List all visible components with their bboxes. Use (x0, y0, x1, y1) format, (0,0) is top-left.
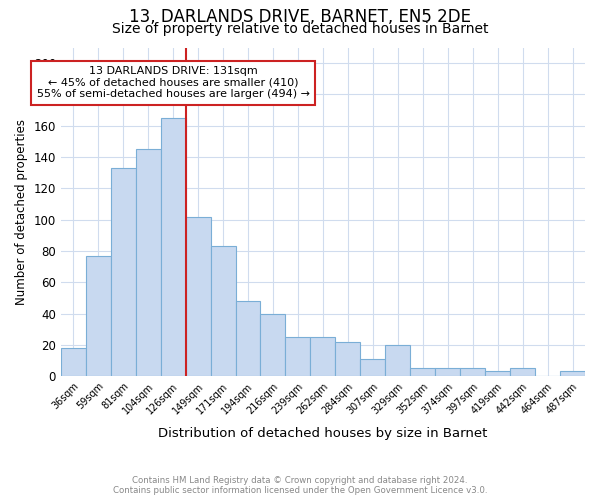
Text: 13, DARLANDS DRIVE, BARNET, EN5 2DE: 13, DARLANDS DRIVE, BARNET, EN5 2DE (129, 8, 471, 26)
Text: Size of property relative to detached houses in Barnet: Size of property relative to detached ho… (112, 22, 488, 36)
Bar (560, 372, 585, 376)
Bar (161, 118, 185, 376)
Bar (236, 301, 260, 376)
Bar (460, 368, 485, 376)
Bar (86, 256, 111, 376)
Bar (510, 368, 535, 376)
Bar (136, 149, 161, 376)
Bar (410, 368, 435, 376)
Bar (335, 342, 361, 376)
Y-axis label: Number of detached properties: Number of detached properties (15, 119, 28, 305)
Bar (61, 348, 86, 376)
Bar (310, 337, 335, 376)
Bar (385, 345, 410, 376)
Bar (260, 314, 286, 376)
Bar (286, 337, 310, 376)
Bar (185, 216, 211, 376)
Bar (111, 168, 136, 376)
Bar (435, 368, 460, 376)
X-axis label: Distribution of detached houses by size in Barnet: Distribution of detached houses by size … (158, 427, 488, 440)
Text: Contains HM Land Registry data © Crown copyright and database right 2024.
Contai: Contains HM Land Registry data © Crown c… (113, 476, 487, 495)
Text: 13 DARLANDS DRIVE: 131sqm
← 45% of detached houses are smaller (410)
55% of semi: 13 DARLANDS DRIVE: 131sqm ← 45% of detac… (37, 66, 310, 100)
Bar (485, 372, 510, 376)
Bar (211, 246, 236, 376)
Bar (361, 359, 385, 376)
